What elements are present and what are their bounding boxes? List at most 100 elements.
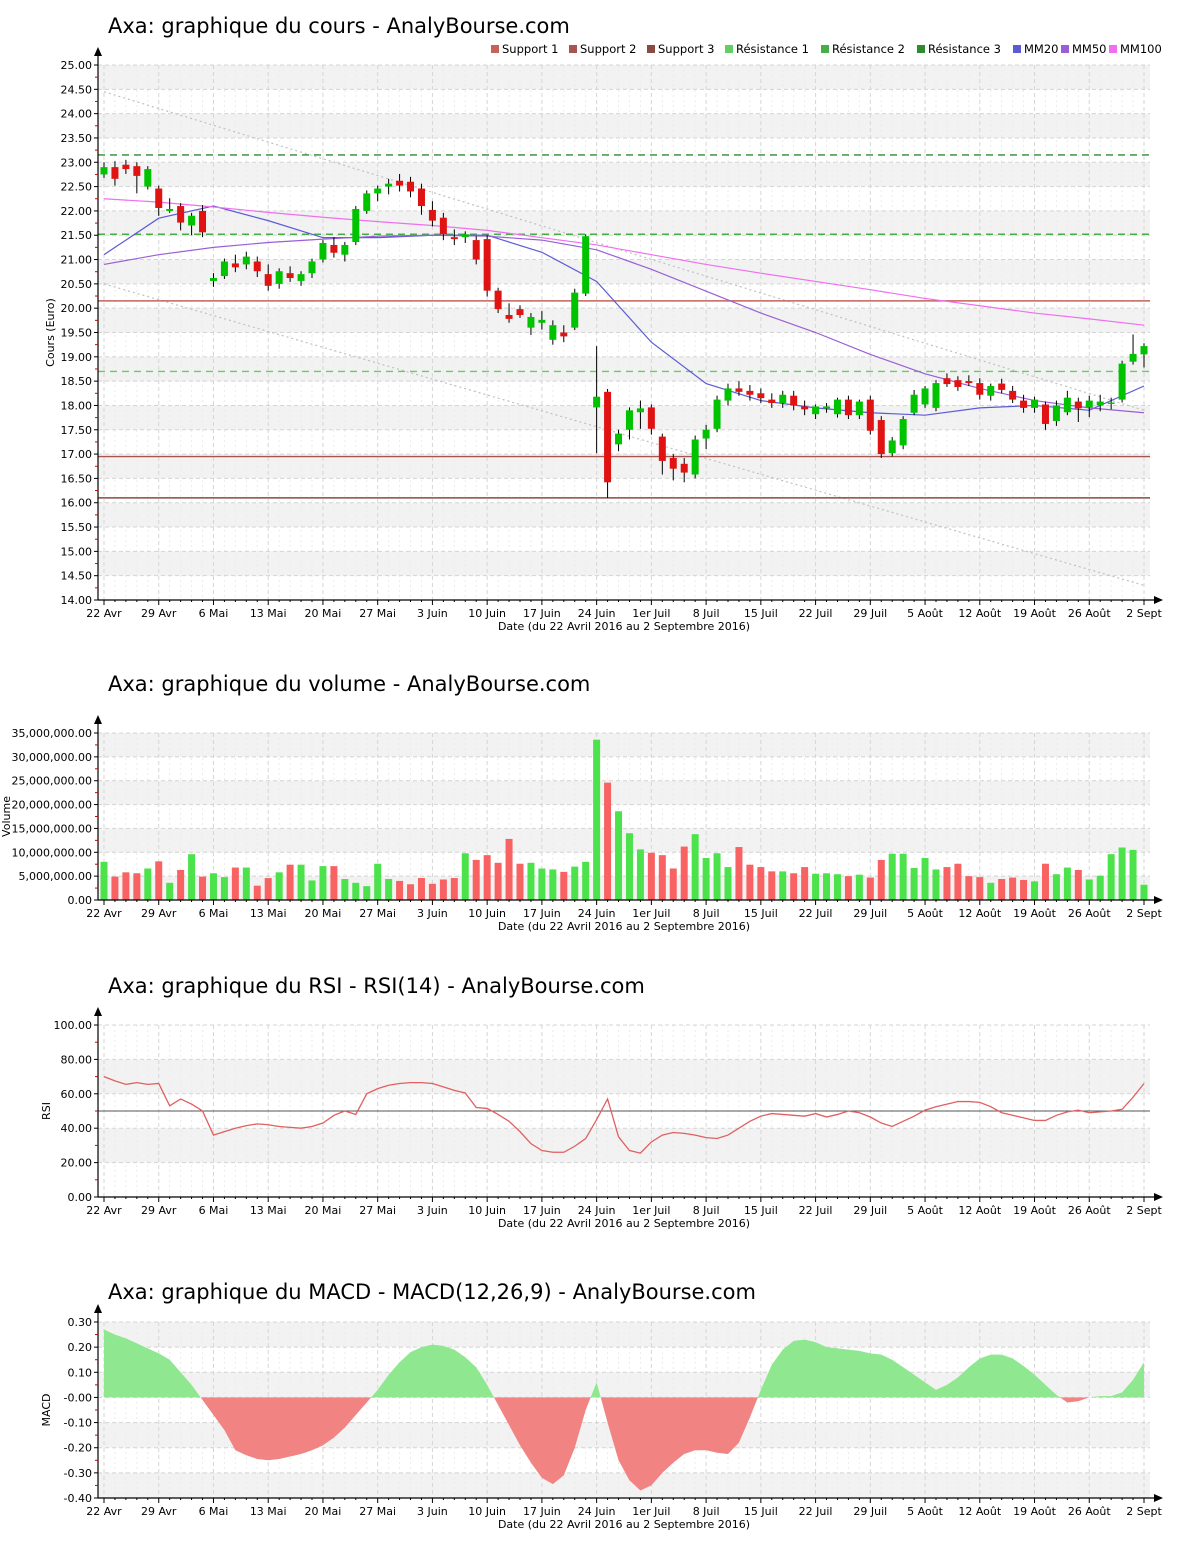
candle — [855, 401, 863, 416]
candle — [516, 309, 524, 315]
volume-bar — [253, 885, 261, 900]
svg-text:24.50: 24.50 — [61, 83, 93, 96]
svg-text:5 Août: 5 Août — [907, 1505, 944, 1518]
svg-text:0.00: 0.00 — [68, 1191, 93, 1204]
svg-text:23.00: 23.00 — [61, 156, 93, 169]
svg-text:6 Mai: 6 Mai — [199, 907, 229, 920]
candle — [604, 391, 612, 483]
svg-text:30,000,000.00: 30,000,000.00 — [12, 751, 92, 764]
volume-bar — [166, 882, 174, 900]
volume-bar — [1052, 874, 1060, 900]
legend-swatch — [725, 45, 733, 53]
svg-text:60.00: 60.00 — [61, 1088, 93, 1101]
candle — [746, 390, 754, 395]
candle — [155, 188, 163, 208]
volume-bar — [669, 868, 677, 900]
svg-text:-0.40: -0.40 — [64, 1492, 92, 1505]
volume-bar — [1140, 884, 1148, 900]
svg-text:24.00: 24.00 — [61, 108, 93, 121]
svg-text:25.00: 25.00 — [61, 59, 93, 72]
volume-bar — [155, 861, 163, 900]
candle — [1129, 353, 1137, 362]
plot-content — [104, 1329, 1144, 1491]
svg-text:23.50: 23.50 — [61, 132, 93, 145]
candle — [735, 388, 743, 392]
svg-text:20 Mai: 20 Mai — [305, 907, 342, 920]
candle — [549, 325, 557, 340]
svg-text:12 Août: 12 Août — [958, 1204, 1002, 1217]
candle — [407, 181, 415, 192]
svg-text:27 Mai: 27 Mai — [359, 1505, 396, 1518]
svg-text:20 Mai: 20 Mai — [305, 1505, 342, 1518]
volume-bar — [516, 863, 524, 900]
volume-bar — [768, 871, 776, 900]
svg-text:17 Juin: 17 Juin — [523, 607, 561, 620]
volume-bar — [1129, 849, 1137, 900]
plot-content — [100, 739, 1148, 900]
volume-bar — [199, 876, 207, 900]
candle — [1063, 397, 1071, 413]
svg-text:22 Avr: 22 Avr — [86, 1204, 122, 1217]
candle — [877, 420, 885, 455]
volume-bar — [428, 883, 436, 900]
x-axis-arrow-icon — [1154, 896, 1163, 904]
svg-text:21.50: 21.50 — [61, 229, 93, 242]
volume-chart-title: Axa: graphique du volume - AnalyBourse.c… — [108, 672, 591, 696]
volume-bar — [417, 878, 425, 900]
candle — [954, 380, 962, 387]
svg-text:8 Juil: 8 Juil — [693, 1204, 720, 1217]
candle — [965, 381, 973, 384]
svg-text:0.10: 0.10 — [68, 1366, 93, 1379]
svg-text:17 Juin: 17 Juin — [523, 1204, 561, 1217]
volume-bar — [1107, 854, 1115, 900]
svg-text:5 Août: 5 Août — [907, 1204, 944, 1217]
volume-bar — [757, 867, 765, 900]
svg-text:24 Juin: 24 Juin — [578, 607, 616, 620]
candle — [122, 164, 130, 170]
candle — [921, 388, 929, 405]
candle — [560, 332, 568, 337]
candle — [144, 169, 152, 187]
candle — [801, 406, 809, 410]
svg-text:2 Sept: 2 Sept — [1126, 1204, 1162, 1217]
svg-text:22 Juil: 22 Juil — [799, 607, 833, 620]
candle — [790, 395, 798, 406]
svg-text:15.00: 15.00 — [61, 545, 93, 558]
y-axis-title: RSI — [40, 1102, 53, 1120]
svg-text:25,000,000.00: 25,000,000.00 — [12, 775, 92, 788]
svg-text:14.50: 14.50 — [61, 570, 93, 583]
volume-bar — [987, 882, 995, 900]
svg-text:21.00: 21.00 — [61, 254, 93, 267]
candle — [450, 237, 458, 240]
svg-text:13 Mai: 13 Mai — [250, 907, 287, 920]
axes: 25.00 24.50 24.00 23.50 23.00 22.50 22.00 21.50… — [44, 47, 1163, 633]
svg-text:1er Juil: 1er Juil — [632, 1204, 670, 1217]
x-axis-arrow-icon — [1154, 1494, 1163, 1502]
svg-text:100.00: 100.00 — [54, 1019, 93, 1032]
rsi-chart-title: Axa: graphique du RSI - RSI(14) - AnalyB… — [108, 974, 645, 998]
svg-text:22.00: 22.00 — [61, 205, 93, 218]
y-axis-arrow-icon — [94, 1304, 102, 1313]
legend-swatch — [821, 45, 829, 53]
svg-text:29 Juil: 29 Juil — [853, 607, 887, 620]
volume-bar — [264, 878, 272, 900]
svg-text:-0.10: -0.10 — [64, 1417, 92, 1430]
volume-bar — [144, 868, 152, 900]
candle — [866, 399, 874, 431]
svg-text:27 Mai: 27 Mai — [359, 907, 396, 920]
ma-line-mm100 — [103, 198, 1145, 326]
svg-text:-0.20: -0.20 — [64, 1442, 92, 1455]
legend: Support 1 Support 2 Support 3 Résistance 1 R… — [491, 42, 1162, 56]
candle — [844, 399, 852, 416]
candle — [1020, 400, 1028, 408]
svg-text:1er Juil: 1er Juil — [632, 1505, 670, 1518]
candle — [976, 383, 984, 395]
candle — [823, 406, 831, 409]
volume-bar — [866, 877, 874, 900]
candle — [724, 388, 732, 401]
svg-text:15,000,000.00: 15,000,000.00 — [12, 822, 92, 835]
svg-text:MM20: MM20 — [1024, 42, 1058, 56]
svg-text:13 Mai: 13 Mai — [250, 1204, 287, 1217]
volume-bar — [1009, 877, 1017, 900]
